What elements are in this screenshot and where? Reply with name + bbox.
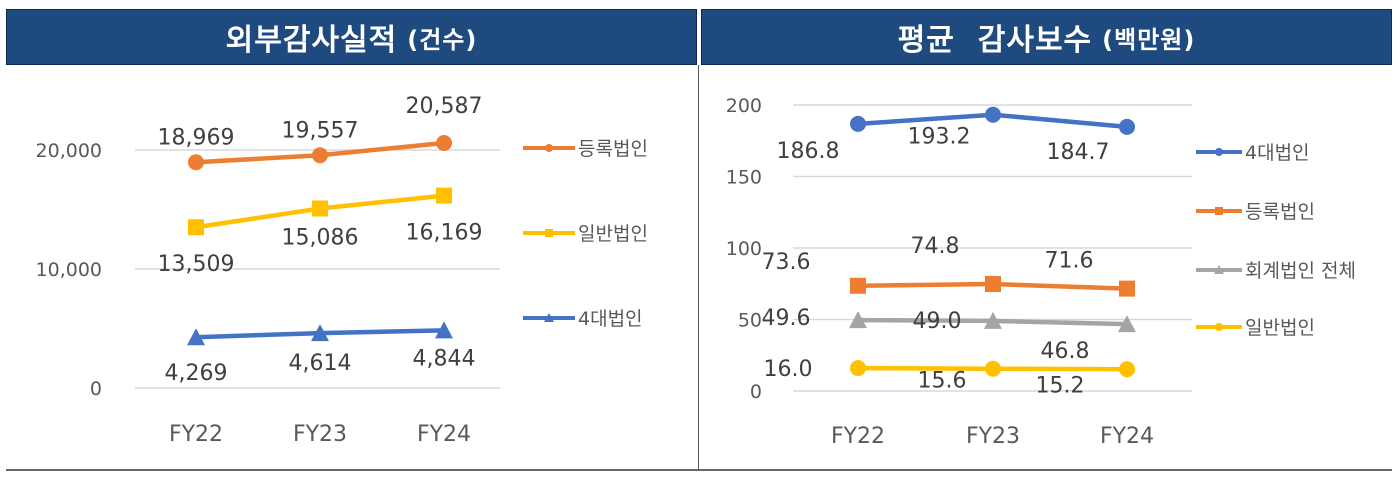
data-label: 20,587 bbox=[406, 94, 483, 119]
data-label: 13,509 bbox=[158, 252, 235, 277]
legend-label: 등록법인 bbox=[578, 138, 648, 160]
data-label: 15.6 bbox=[918, 369, 967, 394]
data-label: 193.2 bbox=[908, 125, 971, 150]
data-point-marker bbox=[188, 154, 204, 171]
data-point-marker bbox=[985, 360, 1001, 377]
data-label: 49.0 bbox=[913, 309, 962, 334]
title-text: 외부감사실적 bbox=[225, 23, 398, 58]
data-label: 73.6 bbox=[762, 250, 811, 275]
data-label: 19,557 bbox=[282, 118, 359, 143]
line-chart-audit-fee: 0 50 100 150 200 FY22 FY23 FY24 186.8 193.2 184.7 7… bbox=[726, 95, 1356, 449]
y-tick-label: 0 bbox=[750, 381, 762, 403]
line-chart-audit-count: 0 10,000 20,000 FY22 FY23 FY24 18,969 19,557 20,… bbox=[36, 94, 648, 447]
data-point-marker bbox=[850, 360, 866, 377]
data-label: 18,969 bbox=[158, 125, 235, 150]
data-label: 4,844 bbox=[413, 346, 476, 371]
legend-item: 회계법인 전체 bbox=[1196, 260, 1356, 282]
legend-item: 4대법인 bbox=[1196, 142, 1310, 164]
data-point-marker bbox=[850, 115, 866, 132]
data-label: 71.6 bbox=[1045, 249, 1094, 274]
data-label: 186.8 bbox=[777, 139, 840, 164]
series-line: 73.6 74.8 71.6 bbox=[762, 234, 1135, 297]
legend-label: 회계법인 전체 bbox=[1245, 260, 1356, 282]
legend-item: 등록법인 bbox=[523, 138, 648, 160]
data-point-marker bbox=[1119, 361, 1135, 378]
data-label: 49.6 bbox=[762, 306, 811, 331]
legend-label: 4대법인 bbox=[1245, 142, 1310, 164]
legend-label: 일반법인 bbox=[578, 223, 648, 245]
data-point-marker bbox=[849, 311, 867, 329]
legend-item: 일반법인 bbox=[523, 223, 648, 245]
series-line: 16.0 15.6 15.2 bbox=[764, 357, 1135, 398]
data-point-marker bbox=[1119, 280, 1135, 297]
title-unit: (건수) bbox=[407, 25, 478, 54]
x-tick-label: FY23 bbox=[293, 422, 347, 447]
legend-marker-icon bbox=[1215, 148, 1223, 156]
y-tick-label: 150 bbox=[726, 167, 762, 189]
bottom-rule bbox=[6, 469, 1392, 471]
y-tick-label: 10,000 bbox=[36, 259, 102, 281]
series-line: 4,269 4,614 4,844 bbox=[165, 321, 476, 386]
data-point-marker bbox=[985, 106, 1001, 123]
legend-label: 등록법인 bbox=[1245, 201, 1315, 223]
data-point-marker bbox=[984, 311, 1002, 329]
title-unit: (백만원) bbox=[1102, 25, 1196, 54]
data-label: 16.0 bbox=[764, 357, 813, 382]
data-point-marker bbox=[311, 324, 329, 342]
x-tick-label: FY23 bbox=[966, 424, 1020, 449]
data-point-marker bbox=[850, 277, 866, 294]
x-tick-label: FY24 bbox=[417, 422, 471, 447]
x-axis: FY22 FY23 FY24 bbox=[831, 424, 1154, 449]
title-text: 평균 감사보수 bbox=[897, 23, 1093, 58]
data-point-marker bbox=[1118, 315, 1136, 333]
data-label: 15,086 bbox=[282, 225, 359, 250]
x-tick-label: FY24 bbox=[1100, 424, 1154, 449]
legend-item: 일반법인 bbox=[1196, 317, 1315, 339]
y-tick-label: 100 bbox=[726, 238, 762, 260]
data-label: 16,169 bbox=[406, 221, 483, 246]
legend-marker-icon bbox=[545, 144, 553, 152]
legend-marker-icon bbox=[544, 313, 554, 322]
y-tick-label: 50 bbox=[738, 310, 762, 332]
data-label: 4,614 bbox=[289, 351, 352, 376]
data-point-marker bbox=[187, 328, 205, 346]
x-axis: FY22 FY23 FY24 bbox=[169, 422, 471, 447]
legend-item: 4대법인 bbox=[523, 308, 643, 330]
legend-item: 등록법인 bbox=[1196, 201, 1315, 223]
data-point-marker bbox=[1119, 118, 1135, 135]
legend-marker-icon bbox=[1214, 265, 1224, 274]
data-point-marker bbox=[985, 276, 1001, 293]
legend-marker-icon bbox=[1215, 323, 1223, 331]
y-tick-label: 0 bbox=[90, 378, 102, 400]
series-line: 49.6 49.0 46.8 bbox=[762, 306, 1136, 364]
legend-marker-icon bbox=[1215, 207, 1223, 215]
data-point-marker bbox=[436, 135, 452, 152]
x-tick-label: FY22 bbox=[831, 424, 885, 449]
legend-label: 일반법인 bbox=[1245, 317, 1315, 339]
data-label: 74.8 bbox=[911, 234, 960, 259]
data-point-marker bbox=[312, 147, 328, 164]
data-label: 15.2 bbox=[1036, 373, 1085, 398]
data-point-marker bbox=[188, 219, 204, 236]
data-label: 4,269 bbox=[165, 361, 228, 386]
series-line: 18,969 19,557 20,587 bbox=[158, 94, 483, 171]
y-tick-label: 20,000 bbox=[36, 140, 102, 162]
x-tick-label: FY22 bbox=[169, 422, 223, 447]
chart-title-audit-fee: 평균 감사보수 (백만원) bbox=[701, 9, 1392, 65]
series-line: 186.8 193.2 184.7 bbox=[777, 106, 1135, 165]
data-point-marker bbox=[312, 200, 328, 217]
panel-divider bbox=[698, 65, 699, 470]
series-line: 13,509 15,086 16,169 bbox=[158, 187, 483, 277]
data-label: 46.8 bbox=[1041, 339, 1090, 364]
data-point-marker bbox=[435, 321, 453, 339]
data-label: 184.7 bbox=[1047, 140, 1110, 165]
legend-marker-icon bbox=[545, 229, 553, 237]
data-point-marker bbox=[436, 187, 452, 204]
y-tick-label: 200 bbox=[726, 95, 762, 117]
chart-title-audit-count: 외부감사실적 (건수) bbox=[6, 9, 697, 65]
legend-label: 4대법인 bbox=[578, 308, 643, 330]
